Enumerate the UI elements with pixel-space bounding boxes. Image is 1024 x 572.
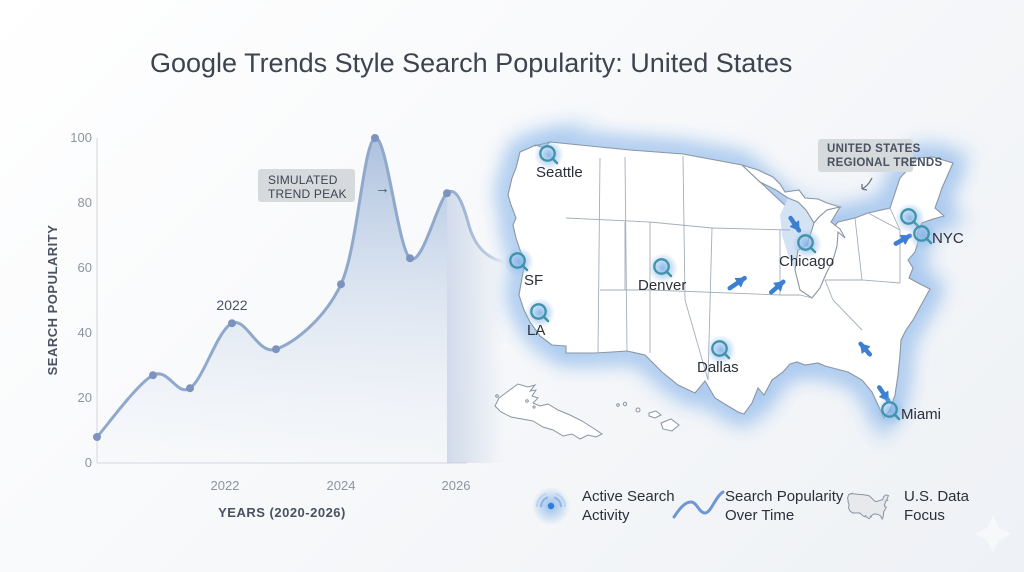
svg-text:SF: SF (524, 272, 543, 289)
svg-text:REGIONAL TRENDS: REGIONAL TRENDS (827, 157, 942, 169)
svg-text:Chicago: Chicago (779, 253, 834, 270)
svg-text:Active Search: Active Search (582, 488, 675, 505)
svg-text:Seattle: Seattle (536, 164, 583, 181)
svg-text:Activity: Activity (582, 507, 630, 524)
svg-text:Focus: Focus (904, 507, 945, 524)
svg-text:Dallas: Dallas (697, 359, 739, 376)
svg-text:LA: LA (527, 322, 545, 339)
svg-text:Miami: Miami (901, 406, 941, 423)
svg-text:U.S. Data: U.S. Data (904, 488, 970, 505)
svg-text:NYC: NYC (932, 230, 964, 247)
svg-text:Search Popularity: Search Popularity (725, 488, 844, 505)
svg-text:Denver: Denver (638, 277, 686, 294)
svg-text:Over Time: Over Time (725, 507, 794, 524)
svg-text:UNITED STATES: UNITED STATES (827, 143, 921, 155)
